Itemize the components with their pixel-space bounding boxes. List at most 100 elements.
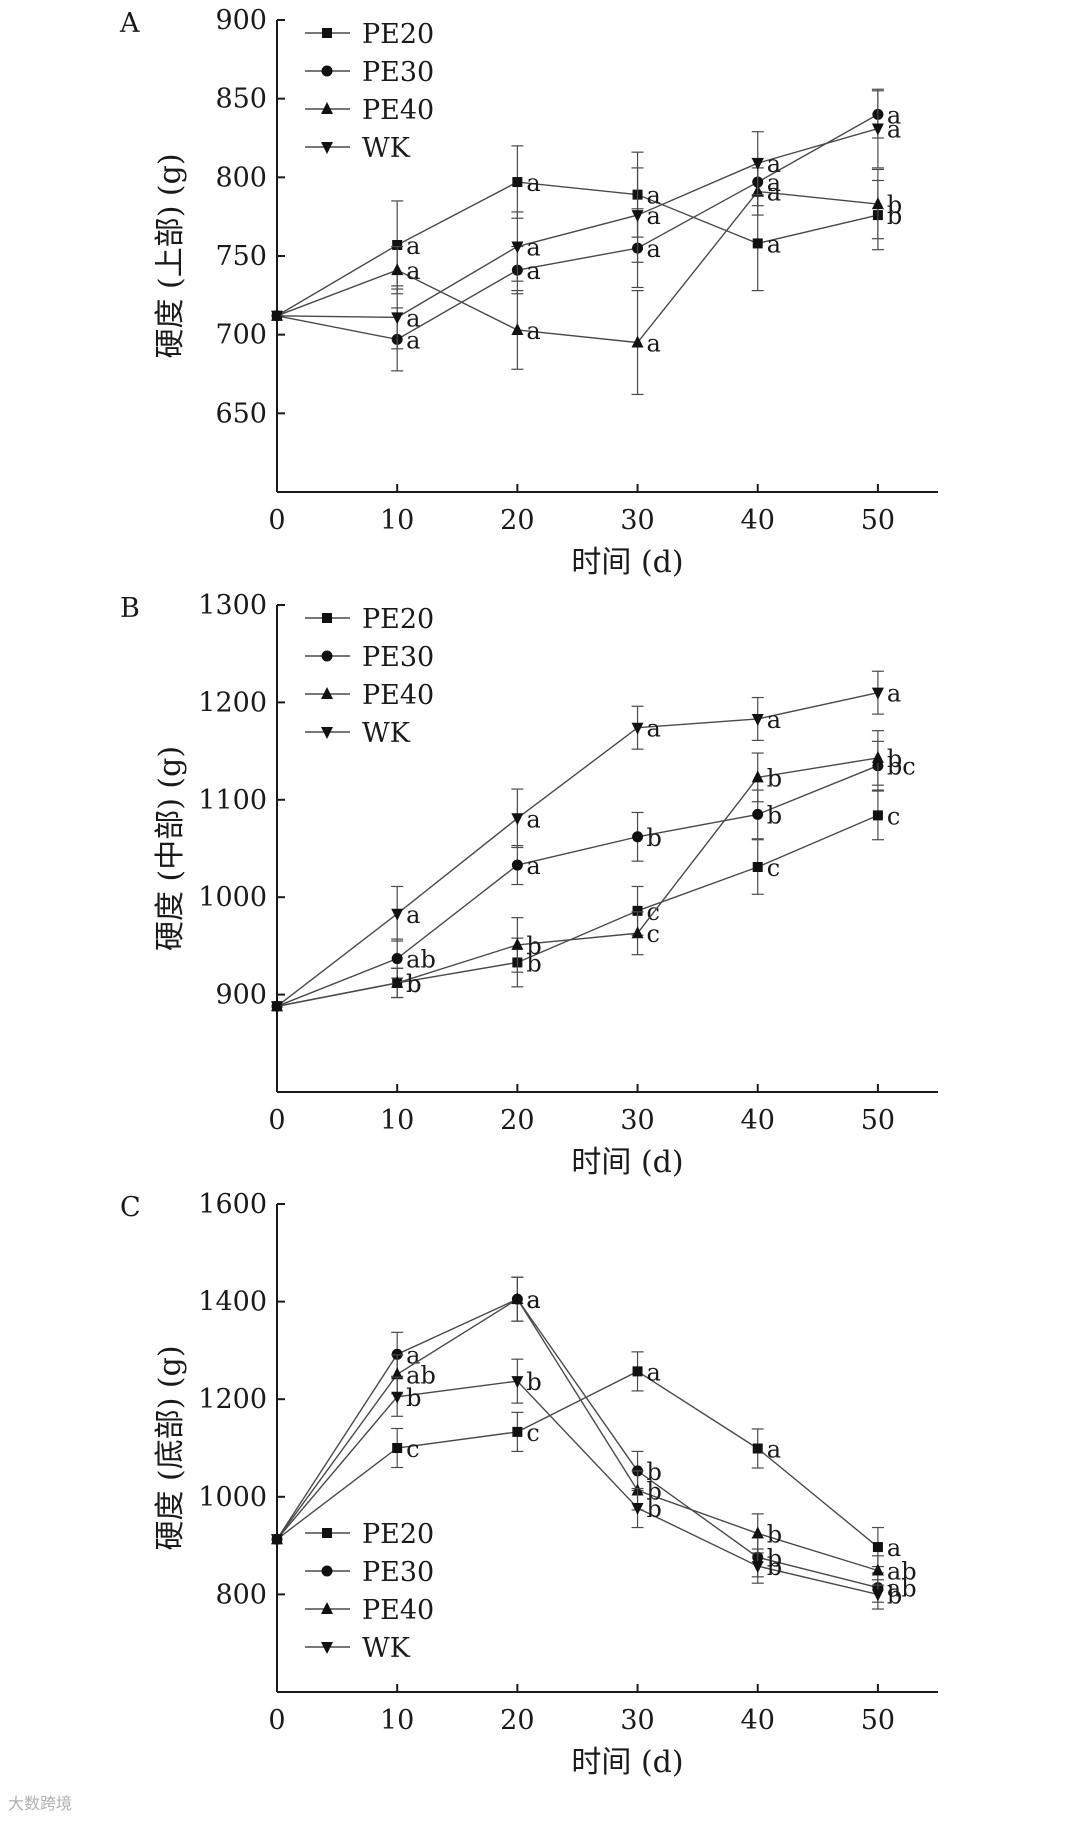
significance-label: a (767, 230, 781, 258)
data-point-WK (871, 123, 884, 136)
significance-label: a (526, 1286, 540, 1314)
significance-label: b (767, 801, 782, 829)
panel-label: A (119, 8, 140, 39)
significance-label: a (767, 178, 781, 206)
significance-label: ab (406, 946, 436, 974)
data-point-WK (391, 312, 404, 325)
significance-label: b (526, 1368, 541, 1396)
data-point-PE30 (632, 831, 644, 843)
y-axis-title: 硬度 (中部) (g) (153, 746, 188, 951)
significance-label: c (767, 854, 780, 882)
data-point-PE40 (391, 975, 404, 988)
significance-label: bc (887, 753, 916, 781)
data-point-PE40 (631, 335, 644, 348)
data-point-PE30 (391, 953, 403, 965)
y-tick-label: 1000 (198, 882, 267, 913)
significance-label: a (526, 805, 540, 833)
significance-label: a (767, 150, 781, 178)
x-tick-label: 10 (380, 1705, 414, 1736)
significance-label: a (887, 1534, 901, 1562)
y-axis-title: 硬度 (上部) (g) (153, 153, 188, 358)
legend-item-PE30: PE30 (305, 642, 434, 673)
legend-label: PE20 (362, 19, 434, 50)
x-tick-label: 30 (620, 505, 654, 536)
data-point-PE20 (752, 1443, 763, 1454)
significance-label: a (526, 317, 540, 345)
y-tick-label: 850 (215, 84, 267, 115)
x-tick-label: 50 (861, 505, 895, 536)
legend-marker (321, 65, 333, 77)
series-line-PE30 (276, 113, 879, 341)
x-axis-title: 时间 (d) (571, 1745, 683, 1780)
significance-label: a (647, 1358, 661, 1386)
legend-item-PE30: PE30 (305, 57, 434, 88)
x-axis-title: 时间 (d) (571, 1145, 683, 1180)
data-point-PE20 (392, 239, 403, 250)
legend-item-WK: WK (305, 1633, 411, 1664)
legend-item-PE20: PE20 (305, 1519, 434, 1550)
data-point-PE40 (511, 937, 524, 950)
data-point-PE20 (872, 810, 883, 821)
significance-label: b (767, 1553, 782, 1581)
significance-label: b (526, 932, 541, 960)
legend-marker (321, 727, 333, 739)
significance-label: b (526, 949, 541, 977)
data-point-PE40 (751, 1526, 764, 1539)
y-tick-label: 800 (215, 1579, 267, 1610)
significance-label: a (647, 182, 661, 210)
significance-label: b (647, 1477, 662, 1505)
data-point-PE20 (512, 177, 523, 188)
y-tick-label: 1400 (198, 1287, 267, 1318)
legend-marker (321, 1602, 333, 1614)
data-point-PE40 (391, 263, 404, 276)
legend-item-WK: WK (305, 718, 411, 749)
x-tick-label: 0 (268, 1105, 285, 1136)
data-point-PE40 (751, 770, 764, 783)
y-tick-label: 1000 (198, 1482, 267, 1513)
data-point-WK (871, 1589, 884, 1602)
x-tick-label: 0 (268, 1705, 285, 1736)
legend-item-PE40: PE40 (305, 1595, 434, 1626)
data-point-PE20 (752, 238, 763, 249)
significance-label: a (526, 257, 540, 285)
legend-marker (322, 28, 332, 38)
data-point-WK (871, 687, 884, 700)
series-line-PE30 (276, 765, 879, 1007)
significance-label: a (647, 202, 661, 230)
significance-label: a (647, 235, 661, 263)
data-point-WK (631, 1503, 644, 1516)
data-point-WK (751, 158, 764, 171)
legend-label: PE20 (362, 1519, 434, 1550)
significance-label: b (887, 1581, 902, 1609)
significance-label: a (406, 901, 420, 929)
data-point-PE20 (632, 1366, 643, 1377)
chart-panel-A: A 650 700 750 800 850 900 0 10 20 30 40 50 时间 (d) 硬度 (… (119, 5, 938, 580)
data-point-WK (511, 813, 524, 826)
series-PE40: bb cbb (271, 730, 902, 1012)
data-point-PE20 (512, 1426, 523, 1437)
series-line-PE40 (276, 190, 878, 344)
data-point-PE40 (391, 1367, 404, 1380)
y-tick-label: 900 (215, 5, 267, 36)
significance-label: c (406, 1435, 419, 1463)
significance-label: b (767, 1544, 782, 1572)
legend-item-PE40: PE40 (305, 95, 434, 126)
data-point-PE40 (871, 750, 884, 763)
significance-label: ab (406, 1361, 436, 1389)
data-point-WK (271, 310, 283, 323)
x-tick-label: 10 (380, 1105, 414, 1136)
legend-label: PE40 (362, 1595, 434, 1626)
legend-item-PE40: PE40 (305, 680, 434, 711)
significance-label: ab (887, 1557, 917, 1585)
series-PE20: aa aab (272, 145, 902, 321)
data-point-WK (631, 210, 644, 223)
y-tick-label: 1100 (198, 785, 267, 816)
legend-label: PE30 (362, 1557, 434, 1588)
significance-label: a (767, 1435, 781, 1463)
data-point-WK (271, 1534, 283, 1547)
significance-label: a (647, 715, 661, 743)
y-tick-label: 900 (215, 980, 267, 1011)
significance-label: a (406, 304, 420, 332)
